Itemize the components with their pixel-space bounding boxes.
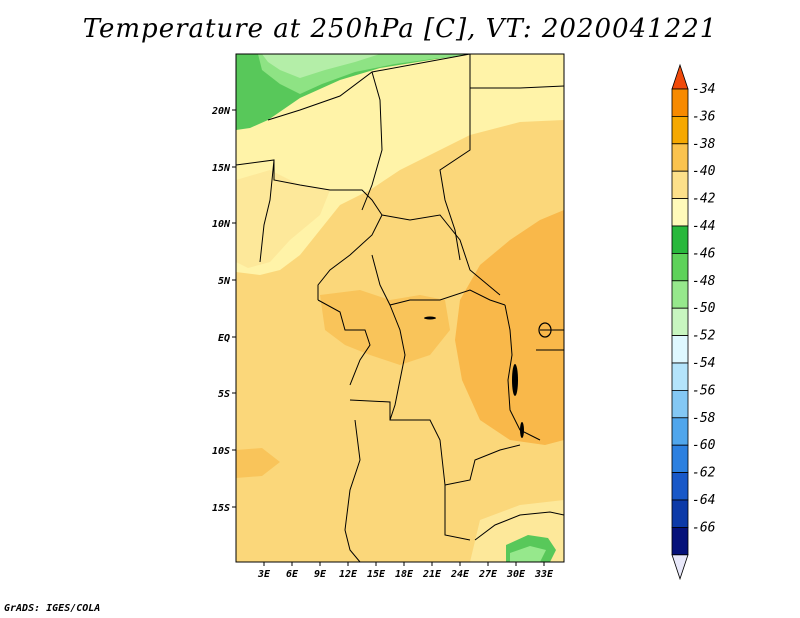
lat-tick-label: 10S bbox=[212, 446, 230, 457]
colorbar-top-arrow bbox=[671, 63, 689, 90]
colorbar-swatch bbox=[671, 389, 689, 419]
colorbar-bottom-arrow bbox=[671, 554, 689, 581]
colorbar-swatch bbox=[671, 143, 689, 172]
colorbar-level-label: -60 bbox=[692, 438, 716, 453]
lon-tick-label: 33E bbox=[534, 569, 554, 580]
colorbar-swatch bbox=[671, 335, 689, 364]
colorbar-swatch bbox=[671, 225, 689, 254]
colorbar: -34 -36 -38 -40 -42 -44 -46 -48 -50 -52 -54 -56 -58 -… bbox=[671, 63, 716, 581]
colorbar-level-label: -54 bbox=[692, 356, 715, 371]
colorbar-swatch bbox=[671, 280, 689, 309]
map-title: Temperature at 250hPa [C], VT: 202004122… bbox=[82, 14, 718, 44]
colorbar-level-label: -44 bbox=[692, 219, 715, 234]
lon-tick-label: 18E bbox=[395, 569, 414, 580]
colorbar-level-label: -64 bbox=[692, 493, 715, 508]
lon-tick-label: 9E bbox=[314, 569, 327, 580]
lat-axis: 20N 15N 10N 5N EQ 5S 10S 15S bbox=[211, 106, 236, 514]
lon-tick-label: 27E bbox=[478, 569, 498, 580]
colorbar-swatch bbox=[671, 116, 689, 145]
map-plot-area bbox=[236, 54, 564, 562]
colorbar-swatch bbox=[671, 527, 689, 556]
lat-tick-label: 20N bbox=[211, 106, 231, 117]
colorbar-swatch bbox=[671, 170, 689, 199]
lat-tick-label: 15S bbox=[212, 503, 230, 514]
temperature-field-green-pale bbox=[262, 54, 380, 78]
colorbar-level-label: -38 bbox=[692, 137, 716, 152]
lon-tick-label: 30E bbox=[506, 569, 526, 580]
temperature-field-southwest-orange bbox=[236, 448, 280, 478]
colorbar-swatch bbox=[671, 252, 689, 282]
map-frame bbox=[235, 53, 565, 563]
temperature-field-green-southeast-pale bbox=[510, 546, 546, 562]
lon-tick-label: 12E bbox=[339, 569, 358, 580]
colorbar-level-label: -40 bbox=[692, 164, 716, 179]
colorbar-swatch bbox=[671, 472, 689, 501]
colorbar-swatch bbox=[671, 499, 689, 528]
country-borders bbox=[236, 54, 564, 562]
colorbar-level-label: -66 bbox=[692, 520, 716, 535]
lon-tick-label: 21E bbox=[422, 569, 442, 580]
colorbar-level-label: -36 bbox=[692, 109, 716, 124]
colorbar-level-label: -58 bbox=[692, 411, 716, 426]
colorbar-level-label: -42 bbox=[692, 192, 716, 207]
temperature-field-central-orange bbox=[320, 290, 450, 365]
lakes bbox=[424, 316, 552, 438]
colorbar-swatch bbox=[671, 198, 689, 227]
lat-tick-label: 5N bbox=[218, 276, 231, 287]
colorbar-level-label: -46 bbox=[692, 246, 716, 261]
lat-tick-label: EQ bbox=[218, 333, 230, 344]
lon-tick-label: 3E bbox=[257, 569, 271, 580]
colorbar-level-label: -50 bbox=[692, 301, 716, 316]
lon-axis: 3E 6E 9E 12E 15E 18E 21E 24E 27E 30E 33E bbox=[257, 562, 554, 580]
colorbar-swatch bbox=[671, 88, 689, 117]
temperature-field-west-light bbox=[236, 170, 330, 268]
colorbar-level-label: -34 bbox=[692, 82, 715, 97]
colorbar-swatch bbox=[671, 362, 689, 391]
lat-tick-label: 10N bbox=[212, 219, 231, 230]
lat-tick-label: 15N bbox=[212, 163, 231, 174]
colorbar-swatch bbox=[671, 444, 689, 474]
colorbar-swatch bbox=[671, 307, 689, 337]
colorbar-swatch bbox=[671, 417, 689, 446]
colorbar-level-label: -48 bbox=[692, 274, 716, 289]
lon-tick-label: 15E bbox=[367, 569, 386, 580]
colorbar-level-label: -52 bbox=[692, 329, 716, 344]
lon-tick-label: 24E bbox=[450, 569, 470, 580]
lat-tick-label: 5S bbox=[218, 389, 230, 400]
colorbar-level-label: -56 bbox=[692, 383, 716, 398]
colorbar-level-label: -62 bbox=[692, 466, 716, 481]
temperature-field-north bbox=[236, 54, 564, 275]
grads-credit: GrADS: IGES/COLA bbox=[4, 603, 101, 614]
lon-tick-label: 6E bbox=[286, 569, 299, 580]
